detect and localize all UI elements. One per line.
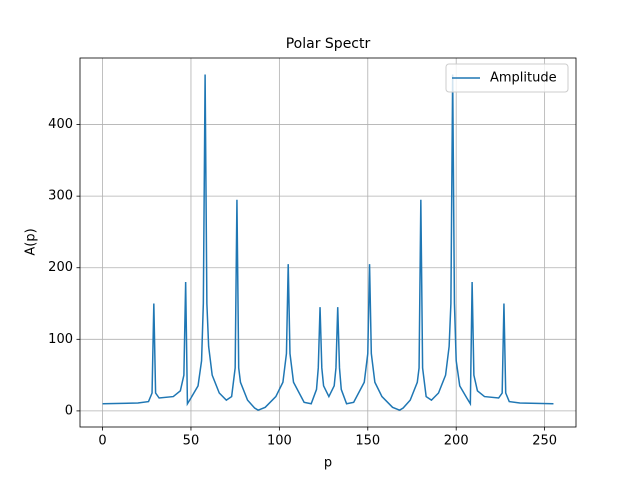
legend-label: Amplitude <box>490 71 557 86</box>
y-tick-label: 0 <box>65 403 73 418</box>
x-tick-label: 250 <box>532 434 557 449</box>
x-tick-label: 150 <box>355 434 380 449</box>
y-tick-label: 300 <box>48 189 73 204</box>
axes-frame <box>79 57 577 428</box>
legend-box <box>445 63 569 93</box>
x-tick-label: 0 <box>98 434 106 449</box>
y-tick-label: 400 <box>48 117 73 132</box>
x-tick-label: 50 <box>183 434 200 449</box>
x-tick-label: 200 <box>444 434 469 449</box>
y-axis-label: A(p) <box>24 228 39 255</box>
y-tick-label: 100 <box>48 332 73 347</box>
x-axis-label: p <box>324 456 332 471</box>
chart-title: Polar Spectr <box>286 36 371 52</box>
series-line <box>102 74 554 412</box>
x-tick-label: 100 <box>267 434 292 449</box>
y-tick-label: 200 <box>48 260 73 275</box>
